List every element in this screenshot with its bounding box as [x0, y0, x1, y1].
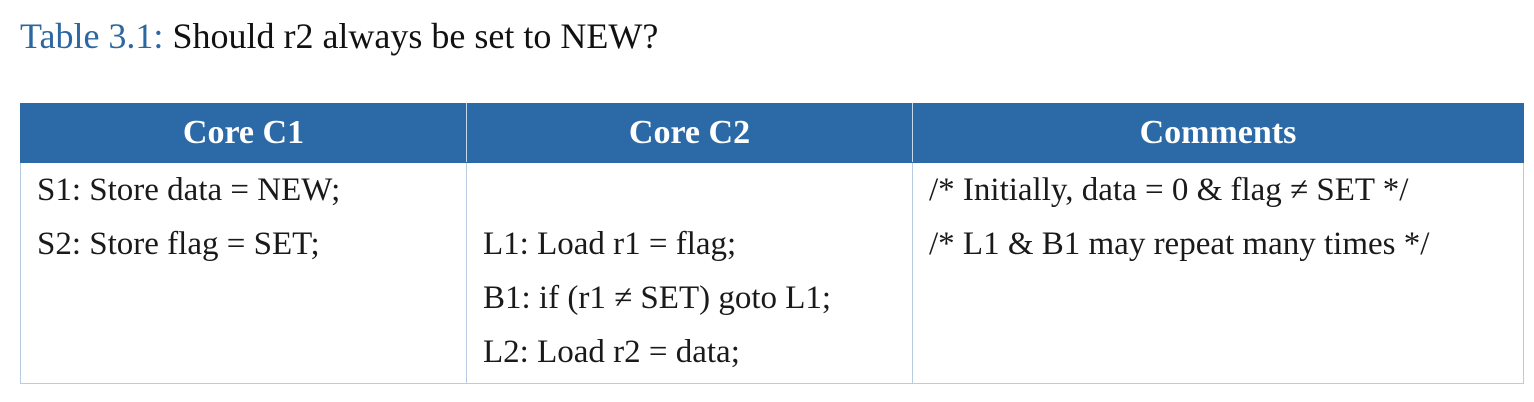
- table-row: S1: Store data = NEW; S2: Store flag = S…: [20, 162, 1524, 384]
- code-line: L1: Load r1 = flag;: [483, 226, 737, 262]
- header-core-c1: Core C1: [20, 103, 467, 163]
- comment-line: /* L1 & B1 may repeat many times */: [929, 226, 1430, 262]
- comment-line: /* Initially, data = 0 & flag ≠ SET */: [929, 172, 1409, 208]
- code-line: [37, 325, 466, 379]
- comment-line: [929, 271, 1523, 325]
- code-line: B1: if (r1 ≠ SET) goto L1;: [483, 280, 832, 316]
- cell-comments: /* Initially, data = 0 & flag ≠ SET */ /…: [912, 162, 1524, 384]
- cell-core-c1: S1: Store data = NEW; S2: Store flag = S…: [20, 162, 467, 384]
- header-row: Core C1 Core C2 Comments: [20, 103, 1524, 163]
- cell-core-c2: L1: Load r1 = flag; B1: if (r1 ≠ SET) go…: [466, 162, 913, 384]
- caption-label: Table 3.1:: [20, 16, 164, 56]
- code-line: L2: Load r2 = data;: [483, 334, 740, 370]
- code-line: S2: Store flag = SET;: [37, 226, 320, 262]
- code-line: [37, 271, 466, 325]
- caption-text: Should r2 always be set to NEW?: [172, 16, 659, 56]
- header-core-c2: Core C2: [466, 103, 913, 163]
- comment-line: [929, 325, 1523, 379]
- table-caption: Table 3.1: Should r2 always be set to NE…: [20, 14, 658, 58]
- code-line: [483, 163, 912, 217]
- header-comments: Comments: [912, 103, 1524, 163]
- code-line: S1: Store data = NEW;: [37, 172, 341, 208]
- memory-ordering-table: Core C1 Core C2 Comments S1: Store data …: [20, 103, 1524, 384]
